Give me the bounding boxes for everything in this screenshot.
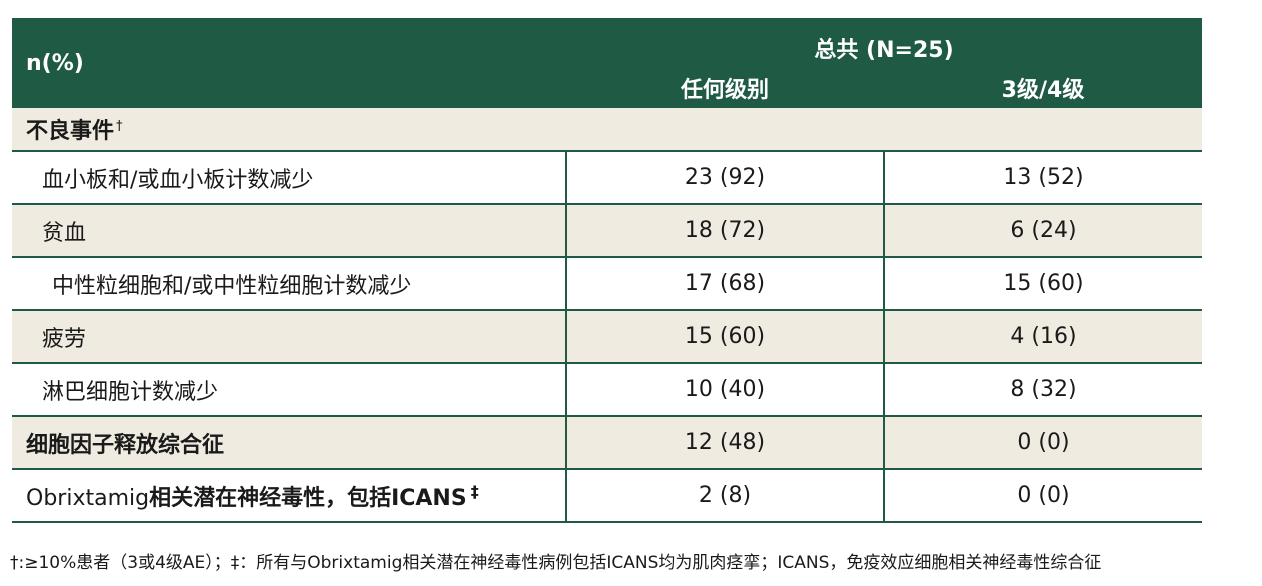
double-dagger-mark: ‡ (470, 481, 479, 501)
row-label-rest: 相关潜在神经毒性，包括ICANS (149, 485, 467, 511)
row-grade-3-4: 8 (32) (882, 363, 1203, 417)
row-any-grade: 2 (8) (565, 469, 884, 523)
row-label: 疲劳 (12, 310, 566, 364)
header-grade-3-4: 3级/4级 (884, 68, 1203, 108)
row-grade-3-4: 0 (0) (882, 469, 1203, 523)
header-any-grade: 任何级别 (566, 68, 884, 108)
row-label: 淋巴细胞计数减少 (12, 363, 566, 417)
table-row: 细胞因子释放综合征 12 (48) 0 (0) (12, 416, 1203, 470)
row-grade-3-4: 0 (0) (882, 416, 1203, 470)
section-label: 不良事件 † (12, 108, 1203, 152)
dagger-mark: † (116, 119, 123, 134)
row-any-grade: 12 (48) (565, 416, 884, 470)
row-label: 血小板和/或血小板计数减少 (12, 151, 566, 205)
footnote: †:≥10%患者（3或4级AE）；‡：所有与Obrixtamig相关潜在神经毒性… (10, 553, 1102, 573)
adverse-events-table: n(%) 总共 (N=25) 任何级别 3级/4级 不良事件 † 血小板和/或血小… (12, 18, 1203, 523)
row-label: 贫血 (12, 204, 566, 258)
row-grade-3-4: 4 (16) (882, 310, 1203, 364)
row-label: 细胞因子释放综合征 (12, 416, 566, 470)
header-total: 总共 (N=25) (566, 18, 1203, 68)
row-grade-3-4: 6 (24) (882, 204, 1203, 258)
table-row: Obrixtamig相关潜在神经毒性，包括ICANS ‡ 2 (8) 0 (0) (12, 469, 1203, 523)
row-grade-3-4: 13 (52) (882, 151, 1203, 205)
table-row: 贫血 18 (72) 6 (24) (12, 204, 1203, 258)
row-label-prefix: Obrixtamig (26, 485, 150, 511)
table-row: 疲劳 15 (60) 4 (16) (12, 310, 1203, 364)
table-row: 淋巴细胞计数减少 10 (40) 8 (32) (12, 363, 1203, 417)
row-any-grade: 10 (40) (565, 363, 884, 417)
row-label: Obrixtamig相关潜在神经毒性，包括ICANS ‡ (12, 469, 566, 523)
row-any-grade: 18 (72) (565, 204, 884, 258)
row-any-grade: 15 (60) (565, 310, 884, 364)
header-n-percent: n(%) (12, 18, 566, 108)
row-any-grade: 17 (68) (565, 257, 884, 311)
row-any-grade: 23 (92) (565, 151, 884, 205)
section-row-adverse-events: 不良事件 † (12, 108, 1203, 152)
table-row: 血小板和/或血小板计数减少 23 (92) 13 (52) (12, 151, 1203, 205)
table-row: 中性粒细胞和/或中性粒细胞计数减少 17 (68) 15 (60) (12, 257, 1203, 311)
row-grade-3-4: 15 (60) (882, 257, 1203, 311)
row-label: 中性粒细胞和/或中性粒细胞计数减少 (12, 257, 566, 311)
